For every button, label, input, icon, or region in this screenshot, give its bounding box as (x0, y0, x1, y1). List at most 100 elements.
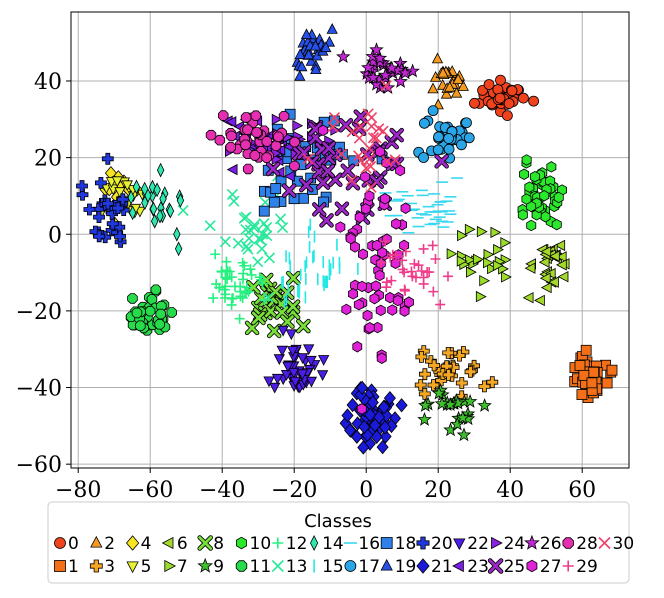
data-point (354, 211, 365, 223)
data-point (357, 440, 370, 455)
data-point (377, 399, 391, 415)
data-point (226, 130, 237, 142)
data-point (506, 85, 518, 97)
data-point (418, 243, 429, 254)
data-point (348, 288, 359, 300)
data-point (353, 298, 364, 311)
data-point (534, 294, 545, 307)
data-point (369, 42, 384, 57)
data-point (442, 271, 453, 282)
data-point (469, 97, 480, 109)
data-point (102, 197, 114, 210)
data-point (427, 82, 439, 94)
legend-marker (562, 560, 574, 572)
data-point (279, 285, 295, 300)
data-point (336, 49, 351, 64)
legend-marker (344, 560, 357, 572)
data-point (465, 266, 477, 278)
legend-label: 4 (141, 534, 152, 554)
legend-label: 25 (504, 557, 526, 577)
data-point (374, 269, 385, 282)
data-point (93, 211, 105, 224)
data-point (586, 377, 598, 389)
legend-marker (524, 534, 540, 550)
data-point (235, 286, 246, 297)
data-point (326, 23, 338, 34)
data-point (360, 162, 372, 174)
data-point (263, 376, 275, 388)
data-point (495, 74, 506, 86)
data-point (456, 139, 467, 151)
data-point (128, 205, 137, 221)
data-point (273, 354, 285, 366)
data-point (409, 258, 420, 269)
data-point (376, 439, 389, 455)
y-tick-label: −40 (16, 377, 62, 402)
legend-label: 13 (286, 557, 308, 577)
data-point (287, 346, 299, 357)
data-point (242, 124, 253, 135)
data-point (606, 364, 618, 376)
data-point (538, 256, 550, 268)
data-point (320, 41, 332, 53)
data-point (397, 255, 408, 266)
data-point (372, 50, 388, 65)
legend-label: 15 (322, 557, 344, 577)
data-point (258, 205, 270, 217)
data-point (395, 398, 408, 413)
legend-entry: 1 (54, 557, 79, 577)
data-point (299, 177, 314, 193)
data-point (246, 269, 257, 280)
legend-marker (54, 537, 66, 549)
data-point (245, 264, 256, 275)
legend-label: 3 (104, 557, 115, 577)
data-point (217, 110, 229, 121)
data-point (427, 379, 440, 391)
data-point (540, 281, 552, 294)
data-point (355, 120, 367, 132)
data-point (296, 318, 311, 334)
data-point (381, 233, 392, 245)
y-tick-label: 40 (34, 70, 62, 95)
data-point (363, 142, 375, 154)
data-point (159, 191, 167, 207)
data-point (427, 240, 438, 251)
data-point (478, 380, 491, 393)
data-point (399, 305, 410, 317)
data-point (318, 124, 329, 137)
data-point (285, 329, 297, 341)
data-point (455, 410, 471, 425)
data-point (302, 153, 314, 165)
legend-marker (491, 536, 503, 550)
legend-entry: 14 (310, 534, 344, 554)
data-point (205, 129, 217, 141)
data-point (395, 164, 406, 177)
legend-label: 0 (68, 534, 79, 554)
data-point (277, 325, 289, 337)
legend-label: 2 (104, 534, 115, 554)
data-point (356, 380, 369, 395)
data-point (370, 280, 381, 292)
data-point (221, 265, 232, 276)
data-point (310, 63, 322, 74)
data-point (364, 190, 375, 202)
data-point (114, 187, 126, 199)
data-point (518, 92, 529, 104)
data-point (486, 376, 499, 389)
data-point (580, 344, 592, 356)
data-point (428, 359, 441, 372)
legend-entry: 9 (197, 557, 224, 577)
data-point (391, 218, 402, 230)
data-point (574, 360, 586, 371)
data-point (263, 252, 276, 264)
legend-label: 24 (504, 534, 526, 554)
data-point (548, 250, 560, 262)
data-point (309, 39, 322, 51)
data-point (305, 376, 318, 388)
legend-marker (310, 535, 319, 551)
data-point (244, 320, 260, 336)
legend-marker (161, 536, 174, 550)
data-point (551, 218, 562, 231)
data-point (219, 292, 230, 303)
legend-marker (272, 537, 284, 549)
